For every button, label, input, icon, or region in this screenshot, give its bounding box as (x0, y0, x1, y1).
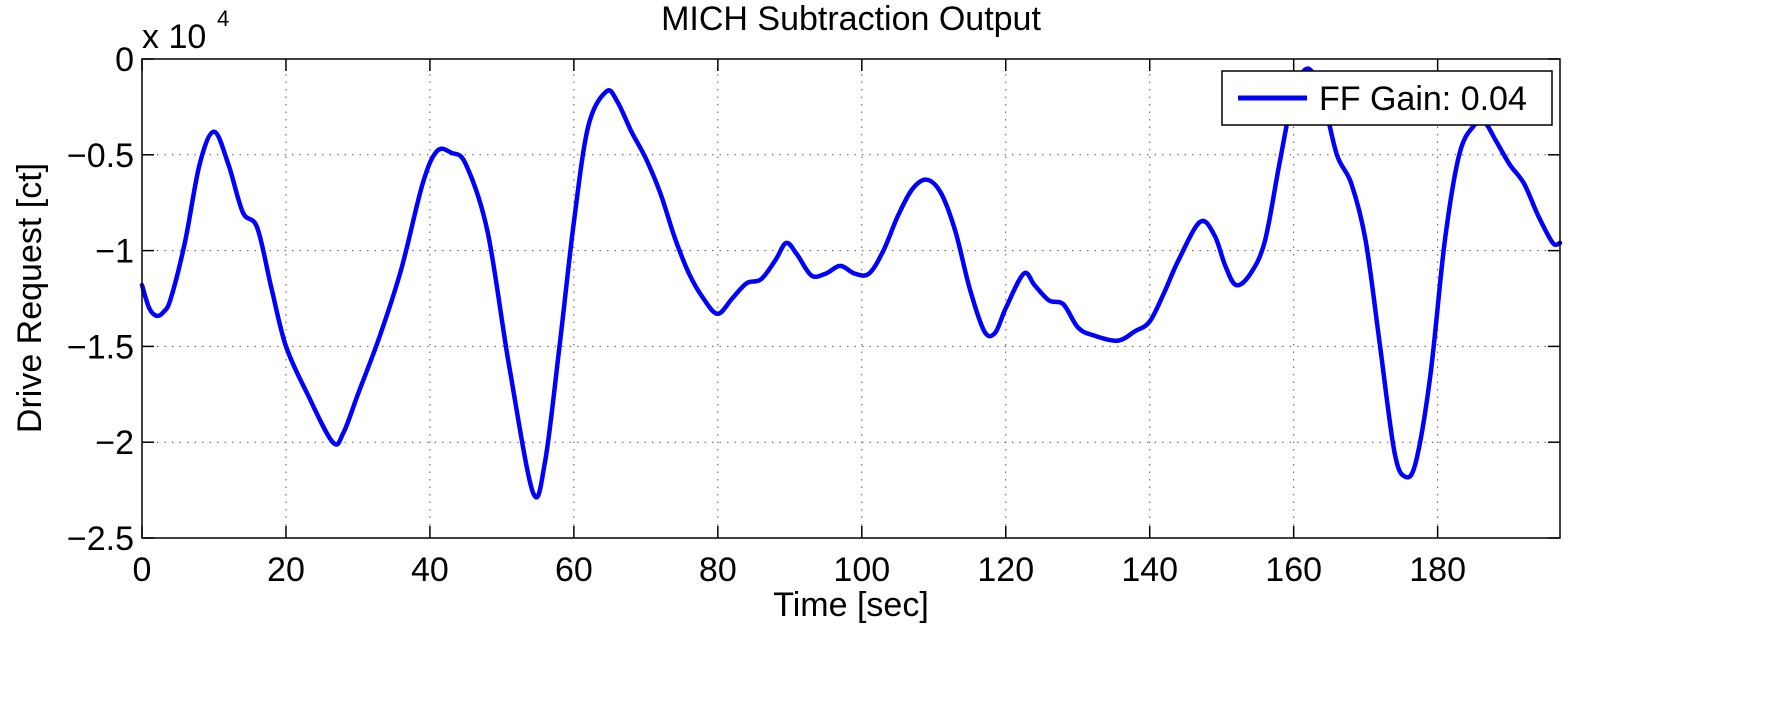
y-tick-label: −2.5 (67, 520, 134, 558)
plot-area (142, 59, 1560, 538)
x-tick-labels: 0 20 40 60 80 100 120 140 160 180 (133, 551, 1466, 589)
x-tick-label: 60 (555, 551, 593, 589)
series-line (139, 66, 1563, 500)
x-tick-label: 180 (1409, 551, 1466, 589)
y-exponent-power: 4 (217, 6, 229, 31)
series-lines (139, 66, 1563, 500)
plot-frame (141, 58, 1561, 539)
x-tick-label: 0 (133, 551, 152, 589)
axis-ticks (141, 58, 1560, 539)
x-axis-label: Time [sec] (773, 586, 929, 624)
legend: FF Gain: 0.04 (1221, 70, 1553, 126)
legend-label: FF Gain: 0.04 (1319, 80, 1527, 118)
y-axis-label: Drive Request [ct] (11, 163, 49, 433)
x-tick-label: 40 (411, 551, 449, 589)
y-tick-label: 0 (115, 41, 134, 79)
y-tick-labels: 0 −0.5 −1 −1.5 −2 −2.5 (67, 41, 134, 558)
x-tick-label: 80 (699, 551, 737, 589)
y-tick-label: −1.5 (67, 328, 134, 366)
x-tick-label: 120 (977, 551, 1034, 589)
x-tick-label: 160 (1265, 551, 1322, 589)
y-exponent-base: x 10 (142, 18, 206, 56)
y-tick-label: −1 (95, 233, 134, 271)
chart-title: MICH Subtraction Output (661, 0, 1041, 38)
x-tick-label: 20 (267, 551, 305, 589)
y-tick-label: −0.5 (67, 137, 134, 175)
x-tick-label: 100 (833, 551, 890, 589)
y-exponent: x 10 4 (142, 6, 229, 56)
y-tick-label: −2 (95, 424, 134, 462)
x-tick-label: 140 (1121, 551, 1178, 589)
